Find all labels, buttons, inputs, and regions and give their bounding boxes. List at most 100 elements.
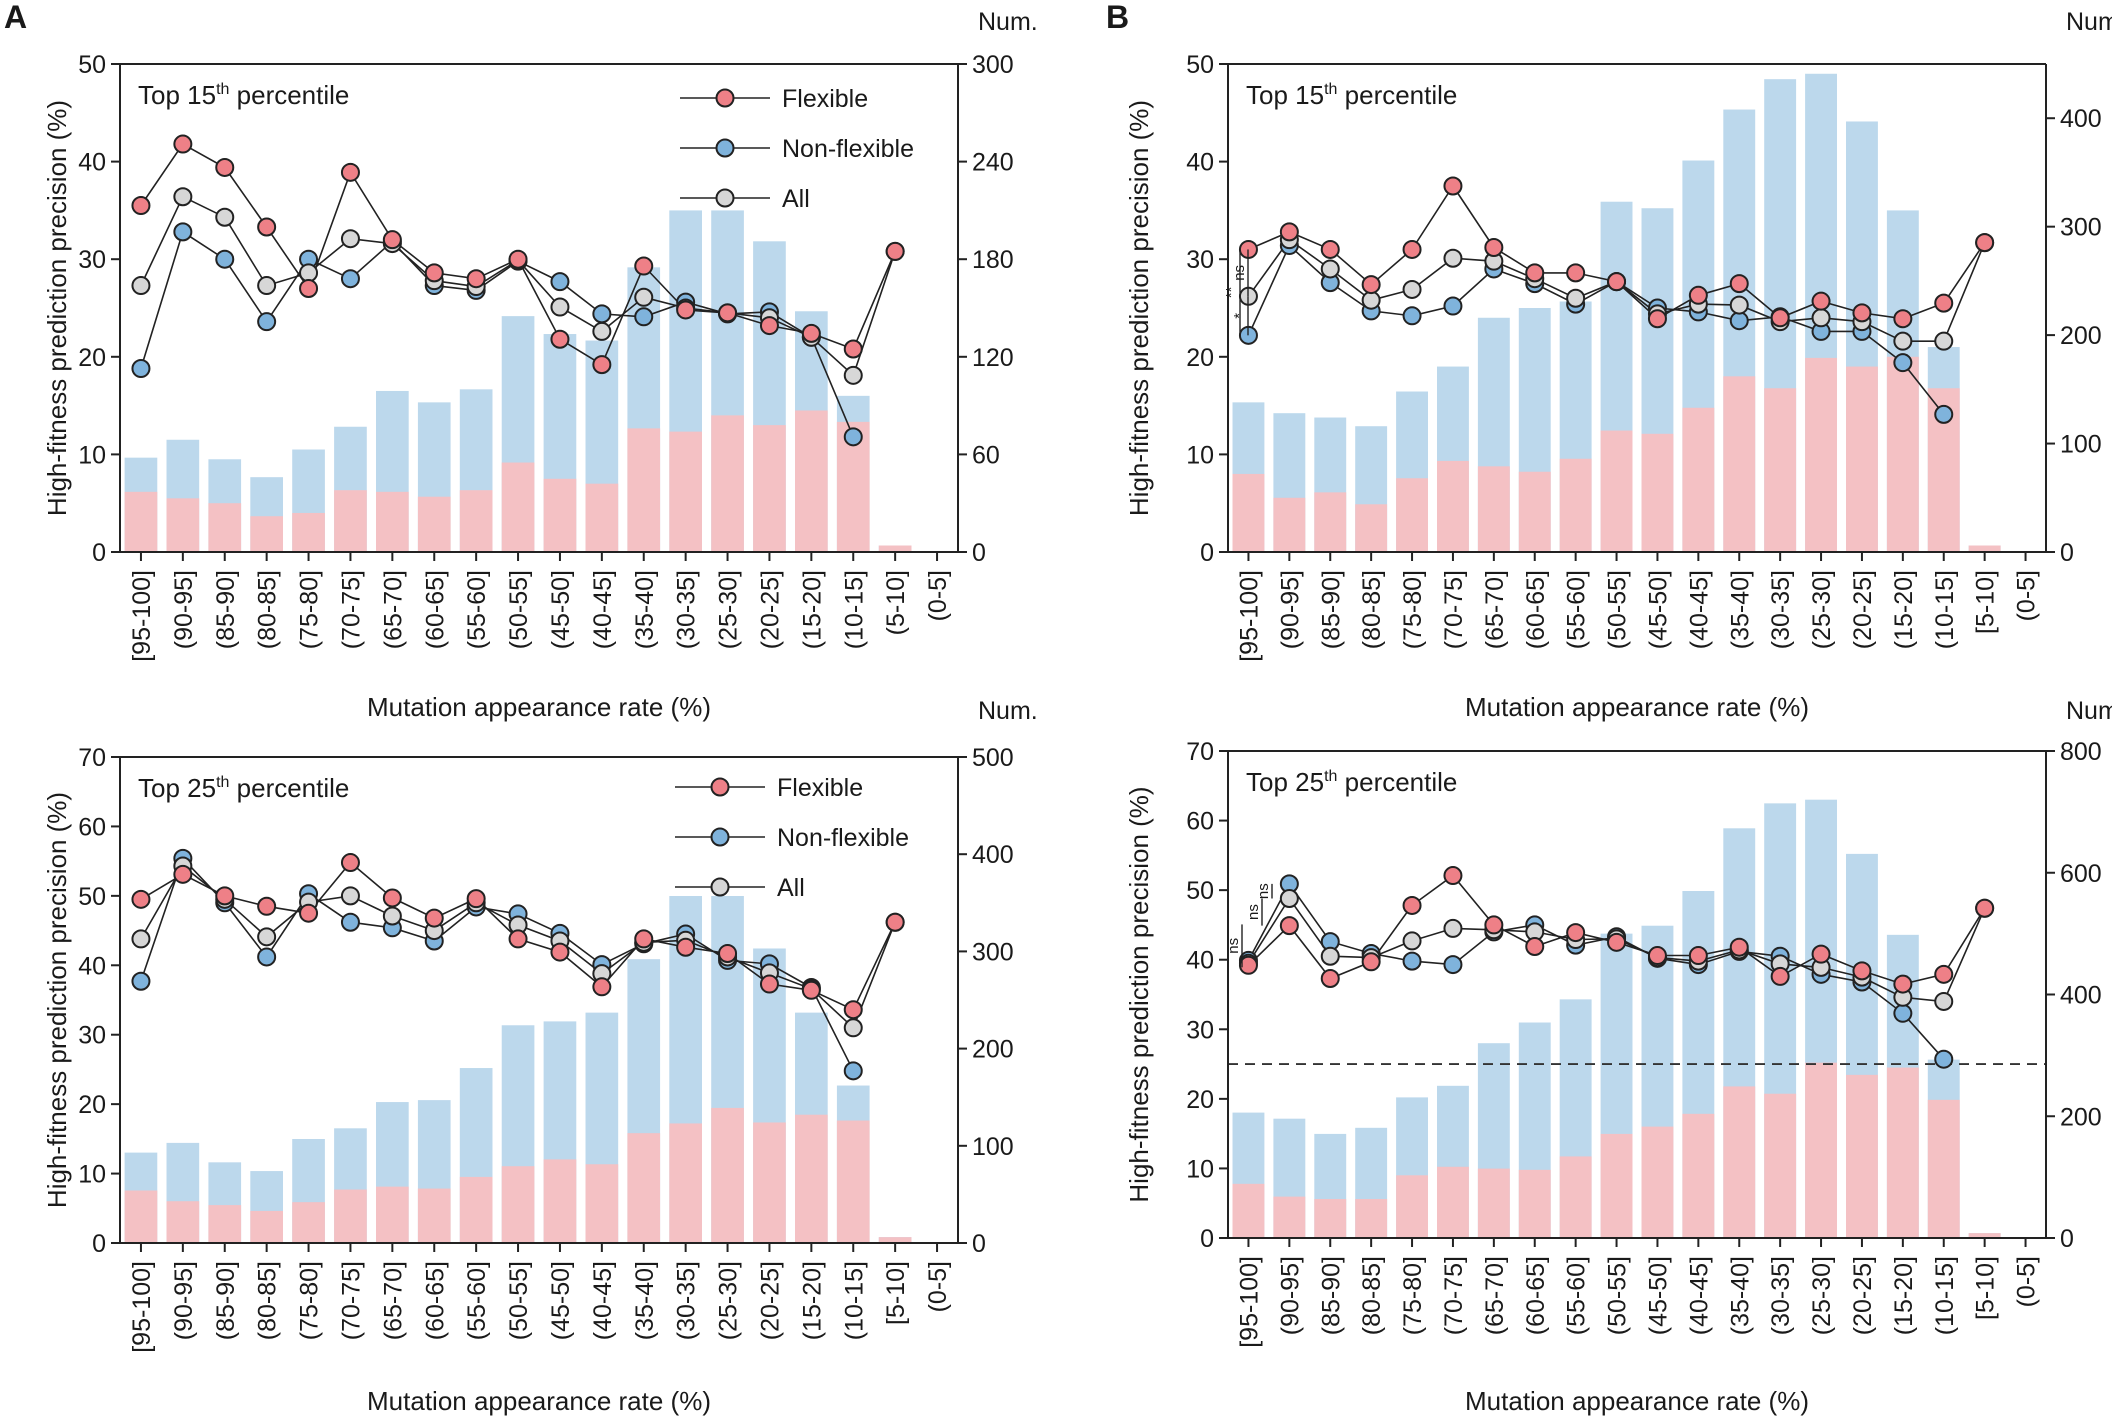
chart-title: Top 25th percentile bbox=[138, 773, 349, 803]
category-label-20-25: (20-25] bbox=[756, 1261, 784, 1340]
bar-flexible-45-50 bbox=[543, 478, 577, 552]
point-flexible-70-75 bbox=[1443, 176, 1463, 196]
bar-flexible-65-70 bbox=[1477, 466, 1510, 552]
bar-flexible-55-60 bbox=[459, 1176, 493, 1243]
bar-flexible-5-10 bbox=[878, 545, 912, 552]
point-flexible-75-80 bbox=[1402, 895, 1422, 915]
bar-flexible-80-85 bbox=[250, 1210, 283, 1243]
y-tick-label: 10 bbox=[78, 1161, 106, 1189]
point-flexible-70-75 bbox=[1443, 866, 1463, 886]
y-tick-label: 50 bbox=[1186, 877, 1214, 905]
category-label-60-65: (60-65] bbox=[421, 1261, 449, 1340]
bar-flexible-5-10 bbox=[878, 1237, 912, 1243]
point-flexible-30-35 bbox=[676, 300, 696, 320]
bar-flexible-70-75 bbox=[1436, 1166, 1469, 1238]
point-flexible-20-25 bbox=[759, 316, 779, 336]
category-label-65-70: (65-70] bbox=[1481, 570, 1509, 649]
point-flexible-50-55 bbox=[508, 929, 528, 949]
bar-flexible-50-55 bbox=[501, 462, 535, 552]
point-all-85-90 bbox=[1320, 946, 1340, 966]
panel-letter-a: A bbox=[4, 0, 27, 35]
significance-label: ns bbox=[1231, 265, 1248, 281]
y-tick-label: 10 bbox=[1186, 441, 1214, 469]
category-label-65-70: (65-70] bbox=[379, 1261, 407, 1340]
point-all-10-15 bbox=[843, 365, 863, 385]
point-all-70-75 bbox=[1443, 248, 1463, 268]
bar-flexible-85-90 bbox=[1314, 1199, 1347, 1238]
category-label-40-45: (40-45] bbox=[1685, 1256, 1713, 1335]
category-label-35-40: (35-40] bbox=[1726, 1256, 1754, 1335]
point-flexible-55-60 bbox=[1566, 263, 1586, 283]
y-tick-label: 40 bbox=[1186, 149, 1214, 177]
point-flexible-5-10 bbox=[885, 912, 905, 932]
category-label-75-80: (75-80] bbox=[296, 570, 324, 649]
category-label-10-15: (10-15] bbox=[1931, 1256, 1959, 1335]
category-label-70-75: (70-75] bbox=[337, 1261, 365, 1340]
point-all-95-100 bbox=[131, 276, 151, 296]
point-flexible-85-90 bbox=[1320, 968, 1340, 988]
bar-flexible-25-30 bbox=[1805, 357, 1838, 552]
bar-flexible-30-35 bbox=[669, 1123, 702, 1243]
significance-label: ns bbox=[1255, 883, 1272, 899]
y-tick-label: 20 bbox=[78, 344, 106, 372]
chart-panel-b-top-15th: 0 10 20 30 40 50 0 100 200 300 400 Num. [95-100] (90-… bbox=[1124, 8, 2112, 722]
y2-tick-label: 100 bbox=[2060, 431, 2102, 459]
point-non-flexible-70-75 bbox=[1443, 296, 1463, 316]
bar-flexible-25-30 bbox=[1805, 1062, 1838, 1238]
point-flexible-50-55 bbox=[1607, 932, 1627, 952]
category-label-35-40: (35-40] bbox=[1726, 570, 1754, 649]
point-non-flexible-95-100 bbox=[131, 971, 151, 991]
y2-tick-label: 180 bbox=[972, 246, 1014, 274]
category-label-85-90: (85-90] bbox=[212, 1261, 240, 1340]
y2-tick-label: 300 bbox=[2060, 214, 2102, 242]
point-non-flexible-10-15 bbox=[843, 1061, 863, 1081]
category-label-60-65: (60-65] bbox=[1522, 570, 1550, 649]
point-flexible-65-70 bbox=[382, 888, 402, 908]
category-label-95-100: [95-100] bbox=[1235, 1256, 1263, 1348]
point-all-90-95 bbox=[173, 187, 193, 207]
point-all-45-50 bbox=[550, 297, 570, 317]
point-non-flexible-90-95 bbox=[173, 222, 193, 242]
y-tick-label: 30 bbox=[78, 246, 106, 274]
point-flexible-5-10 bbox=[885, 241, 905, 261]
category-label-5-10: [5-10] bbox=[1972, 570, 2000, 634]
y-tick-label: 50 bbox=[78, 51, 106, 79]
point-all-85-90 bbox=[1320, 259, 1340, 279]
category-label-40-45: (40-45] bbox=[1685, 570, 1713, 649]
bar-flexible-65-70 bbox=[1477, 1168, 1510, 1238]
bar-flexible-55-60 bbox=[1559, 1156, 1592, 1238]
bar-flexible-50-55 bbox=[501, 1166, 535, 1243]
point-flexible-55-60 bbox=[1566, 923, 1586, 943]
bar-flexible-25-30 bbox=[711, 1107, 744, 1243]
category-label-10-15: (10-15] bbox=[840, 1261, 868, 1340]
legend-marker-non-flexible bbox=[710, 827, 730, 847]
y-tick-label: 70 bbox=[1186, 738, 1214, 766]
category-label-90-95: (90-95] bbox=[1276, 1256, 1304, 1335]
y-tick-label: 0 bbox=[1200, 1225, 1214, 1253]
point-non-flexible-35-40 bbox=[1729, 311, 1749, 331]
bar-flexible-95-100 bbox=[124, 491, 158, 552]
x-axis-title: Mutation appearance rate (%) bbox=[1465, 1386, 1809, 1416]
category-label-80-85: (80-85] bbox=[254, 1261, 282, 1340]
point-flexible-5-10 bbox=[1975, 898, 1995, 918]
category-label-80-85: (80-85] bbox=[1358, 1256, 1386, 1335]
point-non-flexible-10-15 bbox=[1934, 1049, 1954, 1069]
point-flexible-75-80 bbox=[299, 903, 319, 923]
point-flexible-90-95 bbox=[1279, 916, 1299, 936]
point-non-flexible-45-50 bbox=[550, 272, 570, 292]
point-all-75-80 bbox=[299, 263, 319, 283]
category-label-85-90: (85-90] bbox=[1317, 570, 1345, 649]
bar-flexible-40-45 bbox=[1682, 407, 1715, 552]
category-label-30-35: (30-35] bbox=[1767, 1256, 1795, 1335]
point-flexible-60-65 bbox=[424, 263, 444, 283]
category-label-45-50: (45-50] bbox=[1644, 1256, 1672, 1335]
legend-label-flexible: Flexible bbox=[777, 774, 863, 802]
bar-flexible-90-95 bbox=[166, 1201, 200, 1243]
y2-axis-title: Num. bbox=[978, 697, 1038, 725]
category-label-80-85: (80-85] bbox=[254, 570, 282, 649]
y-tick-label: 20 bbox=[78, 1091, 106, 1119]
point-all-90-95 bbox=[1279, 888, 1299, 908]
point-non-flexible-10-15 bbox=[1934, 404, 1954, 424]
point-flexible-5-10 bbox=[1975, 233, 1995, 253]
chart-panel-b-top-25th: 0 10 20 30 40 50 60 70 0 200 400 600 800 Num. [95-100]… bbox=[1124, 697, 2112, 1416]
